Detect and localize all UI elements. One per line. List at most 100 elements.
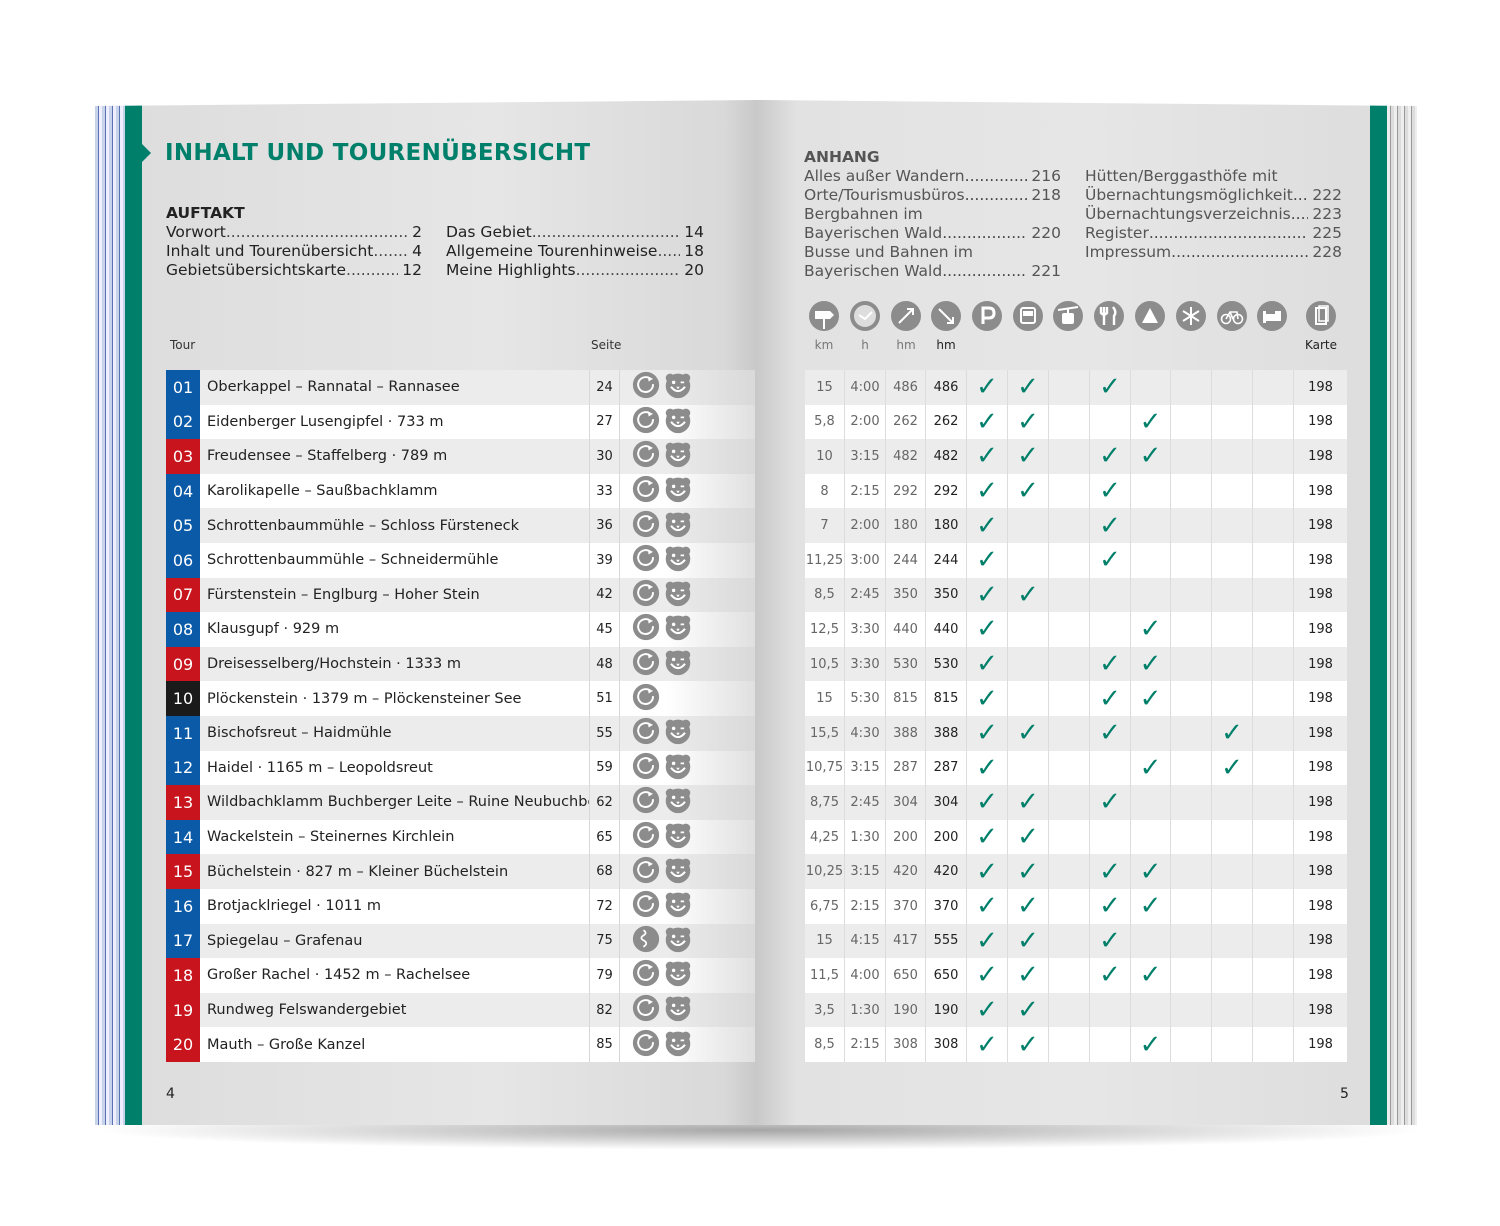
toc-entry[interactable]: Allgemeine Tourenhinweise 18 bbox=[446, 242, 704, 261]
toc-dots bbox=[965, 186, 1028, 205]
toc-entry[interactable]: Orte/Tourismusbüros 218 bbox=[804, 186, 1061, 205]
feature-hut: ✓ bbox=[1131, 1027, 1171, 1062]
tour-map-page: 198 bbox=[1308, 621, 1333, 637]
table-row[interactable]: 5,8 2:00 262 262 ✓ ✓ ✓ 198 bbox=[805, 404, 1347, 440]
feature-bike bbox=[1212, 889, 1253, 924]
tour-map-page: 198 bbox=[1308, 483, 1333, 499]
round-trip-icon bbox=[632, 786, 660, 818]
table-row[interactable]: 14 Wackelstein – Steinernes Kirchlein 65 bbox=[166, 819, 755, 855]
signpost-icon bbox=[808, 300, 840, 332]
feature-overnight bbox=[1253, 750, 1294, 786]
table-row[interactable]: 16 Brotjacklriegel · 1011 m 72 bbox=[166, 889, 755, 924]
check-icon: ✓ bbox=[1017, 787, 1039, 818]
table-row[interactable]: 11,5 4:00 650 650 ✓ ✓ ✓ ✓ 198 bbox=[805, 958, 1347, 993]
feature-bike: ✓ bbox=[1212, 716, 1253, 751]
tour-name: Großer Rachel · 1452 m – Rachelsee bbox=[200, 958, 590, 993]
anhang-col1: ANHANG Alles außer Wandern216Orte/Touris… bbox=[804, 148, 1061, 281]
toc-entry[interactable]: Impressum 228 bbox=[1085, 243, 1342, 262]
table-row[interactable]: 08 Klausgupf · 929 m 45 bbox=[166, 612, 755, 647]
table-row[interactable]: 04 Karolikapelle – Saußbachklamm 33 bbox=[166, 473, 755, 509]
round-trip-icon bbox=[632, 648, 660, 680]
table-row[interactable]: 3,5 1:30 190 190 ✓ ✓ 198 bbox=[805, 992, 1347, 1028]
toc-entry[interactable]: Meine Highlights 20 bbox=[446, 261, 704, 280]
tour-descent: 388 bbox=[926, 716, 967, 751]
tour-number: 17 bbox=[166, 923, 200, 959]
toc-entry[interactable]: Gebietsübersichtskarte 12 bbox=[166, 261, 422, 280]
toc-entry[interactable]: Übernachtungsmöglichkeit 222 bbox=[1085, 186, 1342, 205]
check-icon: ✓ bbox=[1139, 406, 1162, 437]
feature-overnight bbox=[1253, 889, 1294, 924]
check-icon: ✓ bbox=[1017, 822, 1039, 853]
feature-cable-car bbox=[1049, 716, 1090, 751]
table-row[interactable]: 10,75 3:15 287 287 ✓ ✓ ✓ 198 bbox=[805, 750, 1347, 786]
tour-hours: 2:15 bbox=[845, 1027, 886, 1062]
check-icon: ✓ bbox=[976, 856, 998, 887]
feature-bus: ✓ bbox=[1008, 819, 1049, 855]
tour-descent: 244 bbox=[926, 543, 967, 578]
table-row[interactable]: 10 3:15 482 482 ✓ ✓ ✓ ✓ 198 bbox=[805, 439, 1347, 474]
table-row[interactable]: 09 Dreisesselberg/Hochstein · 1333 m 48 bbox=[166, 646, 755, 682]
table-row[interactable]: 10,25 3:15 420 420 ✓ ✓ ✓ ✓ 198 bbox=[805, 854, 1347, 889]
table-row[interactable]: 7 2:00 180 180 ✓ ✓ 198 bbox=[805, 508, 1347, 543]
table-row[interactable]: 02 Eidenberger Lusengipfel · 733 m 27 bbox=[166, 404, 755, 440]
table-row[interactable]: 18 Großer Rachel · 1452 m – Rachelsee 79 bbox=[166, 958, 755, 993]
tour-km: 8 bbox=[805, 473, 845, 509]
table-row[interactable]: 15,5 4:30 388 388 ✓ ✓ ✓ ✓ 198 bbox=[805, 716, 1347, 751]
tour-icons bbox=[620, 578, 710, 613]
tour-map-page: 198 bbox=[1308, 794, 1333, 810]
table-row[interactable]: 19 Rundweg Felswandergebiet 82 bbox=[166, 992, 755, 1028]
table-row[interactable]: 11 Bischofsreut – Haidmühle 55 bbox=[166, 716, 755, 751]
toc-entry[interactable]: Inhalt und Tourenübersicht 4 bbox=[166, 242, 422, 261]
tour-hours: 4:15 bbox=[845, 923, 886, 959]
table-row[interactable]: 8 2:15 292 292 ✓ ✓ ✓ 198 bbox=[805, 473, 1347, 509]
table-row[interactable]: 07 Fürstenstein – Englburg – Hoher Stein 4… bbox=[166, 577, 755, 613]
table-row[interactable]: 20 Mauth – Große Kanzel 85 bbox=[166, 1027, 755, 1062]
table-row[interactable]: 17 Spiegelau – Grafenau 75 bbox=[166, 923, 755, 959]
toc-dots bbox=[1293, 186, 1309, 205]
toc-dots bbox=[1149, 224, 1309, 243]
check-icon: ✓ bbox=[1017, 995, 1039, 1026]
table-row[interactable]: 10,5 3:30 530 530 ✓ ✓ ✓ 198 bbox=[805, 646, 1347, 682]
table-row[interactable]: 15 Büchelstein · 827 m – Kleiner Büchelst… bbox=[166, 854, 755, 889]
tour-name: Rundweg Felswandergebiet bbox=[200, 992, 590, 1028]
feature-bike bbox=[1212, 473, 1253, 509]
toc-entry[interactable]: Vorwort 2 bbox=[166, 223, 422, 242]
toc-entry[interactable]: Register 225 bbox=[1085, 224, 1342, 243]
toc-entry[interactable]: Das Gebiet 14 bbox=[446, 223, 704, 242]
table-row[interactable]: 03 Freudensee – Staffelberg · 789 m 30 bbox=[166, 439, 755, 474]
tour-name: Wackelstein – Steinernes Kirchlein bbox=[200, 819, 590, 855]
toc-entry[interactable]: Alles außer Wandern 216 bbox=[804, 167, 1061, 186]
feature-winter bbox=[1171, 992, 1212, 1028]
page-edges bbox=[1387, 100, 1417, 1125]
table-row[interactable]: 4,25 1:30 200 200 ✓ ✓ 198 bbox=[805, 819, 1347, 855]
tour-map-page: 198 bbox=[1308, 691, 1333, 707]
table-row[interactable]: 10 Plöckenstein · 1379 m – Plöckensteiner… bbox=[166, 681, 755, 716]
feature-winter bbox=[1171, 439, 1212, 474]
table-row[interactable]: 06 Schrottenbaummühle – Schneidermühle 39 bbox=[166, 543, 755, 578]
table-row[interactable]: 01 Oberkappel – Rannatal – Rannasee 24 bbox=[166, 370, 755, 405]
table-row[interactable]: 13 Wildbachklamm Buchberger Leite – Ruine… bbox=[166, 785, 755, 820]
table-row[interactable]: 6,75 2:15 370 370 ✓ ✓ ✓ ✓ 198 bbox=[805, 889, 1347, 924]
anhang-col2: Hütten/Berggasthöfe mit Übernachtungsmögl… bbox=[1085, 167, 1342, 262]
table-row[interactable]: 8,5 2:45 350 350 ✓ ✓ 198 bbox=[805, 577, 1347, 613]
toc-entry[interactable]: Bayerischen Wald 221 bbox=[804, 262, 1061, 281]
feature-cable-car bbox=[1049, 473, 1090, 509]
table-row[interactable]: 12,5 3:30 440 440 ✓ ✓ 198 bbox=[805, 612, 1347, 647]
tour-page: 30 bbox=[590, 439, 620, 474]
toc-dots bbox=[1171, 243, 1308, 262]
tour-ascent: 440 bbox=[886, 612, 926, 647]
table-row[interactable]: 8,75 2:45 304 304 ✓ ✓ ✓ 198 bbox=[805, 785, 1347, 820]
col-header-tour: Tour bbox=[170, 338, 196, 352]
tour-name: Brotjacklriegel · 1011 m bbox=[200, 889, 590, 924]
table-row[interactable]: 11,25 3:00 244 244 ✓ ✓ 198 bbox=[805, 543, 1347, 578]
round-trip-icon bbox=[632, 475, 660, 507]
table-row[interactable]: 15 4:00 486 486 ✓ ✓ ✓ 198 bbox=[805, 370, 1347, 405]
table-row[interactable]: 15 5:30 815 815 ✓ ✓ ✓ 198 bbox=[805, 681, 1347, 716]
table-row[interactable]: 15 4:15 417 555 ✓ ✓ ✓ 198 bbox=[805, 923, 1347, 959]
tour-icons bbox=[620, 508, 710, 543]
toc-entry[interactable]: Bayerischen Wald 220 bbox=[804, 224, 1061, 243]
table-row[interactable]: 05 Schrottenbaummühle – Schloss Fürstenec… bbox=[166, 508, 755, 543]
toc-entry[interactable]: Übernachtungsverzeichnis 223 bbox=[1085, 205, 1342, 224]
table-row[interactable]: 8,5 2:15 308 308 ✓ ✓ ✓ 198 bbox=[805, 1027, 1347, 1062]
table-row[interactable]: 12 Haidel · 1165 m – Leopoldsreut 59 bbox=[166, 750, 755, 786]
